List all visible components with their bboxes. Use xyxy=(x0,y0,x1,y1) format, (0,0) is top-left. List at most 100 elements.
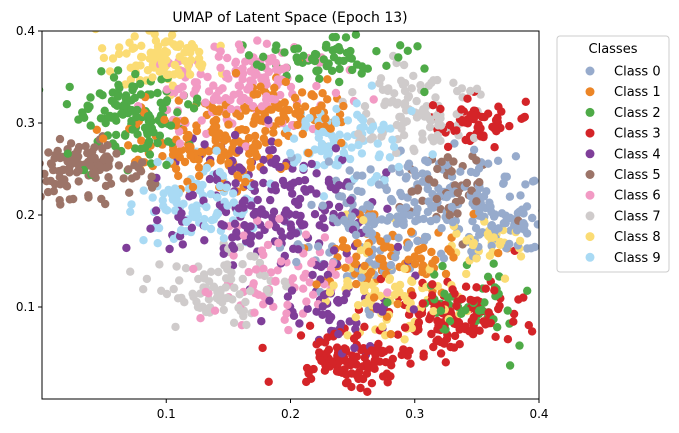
data-point xyxy=(209,282,219,291)
data-point xyxy=(295,194,305,204)
data-point xyxy=(418,129,427,138)
data-point xyxy=(436,121,446,130)
data-point xyxy=(142,123,152,132)
data-point xyxy=(431,93,440,102)
data-point xyxy=(405,211,414,220)
data-point xyxy=(487,241,496,251)
data-point xyxy=(114,161,124,170)
data-point xyxy=(280,98,289,107)
data-point xyxy=(471,224,481,233)
data-point xyxy=(379,120,388,129)
data-point xyxy=(453,209,462,218)
legend-marker xyxy=(585,190,595,200)
data-point xyxy=(519,209,528,218)
data-point xyxy=(468,217,477,226)
data-point xyxy=(374,152,383,162)
data-point xyxy=(490,124,499,134)
data-point xyxy=(270,181,280,190)
data-point xyxy=(463,94,472,103)
data-point xyxy=(296,211,305,221)
data-point xyxy=(360,322,369,331)
data-point xyxy=(399,60,409,70)
data-point xyxy=(244,267,253,277)
data-point xyxy=(299,163,308,173)
data-point xyxy=(378,322,387,331)
data-point xyxy=(193,302,203,312)
data-point xyxy=(290,93,300,103)
data-point xyxy=(193,94,202,103)
data-point xyxy=(257,102,267,111)
data-point xyxy=(136,167,146,176)
data-point xyxy=(474,306,484,315)
data-point xyxy=(419,349,428,358)
data-point xyxy=(261,126,270,136)
data-point xyxy=(124,165,133,174)
data-point xyxy=(318,127,327,137)
data-point xyxy=(434,321,443,330)
data-point xyxy=(362,225,371,234)
data-point xyxy=(307,259,316,268)
data-point xyxy=(289,244,298,253)
data-point xyxy=(246,67,255,76)
data-point xyxy=(232,228,241,237)
scatter-points xyxy=(42,31,539,396)
data-point xyxy=(372,172,381,181)
data-point xyxy=(301,269,310,279)
data-point xyxy=(254,290,263,299)
data-point xyxy=(490,286,499,295)
data-point xyxy=(452,126,461,135)
data-point xyxy=(125,188,134,197)
data-point xyxy=(334,181,344,190)
data-point xyxy=(280,277,289,286)
data-point xyxy=(368,122,378,131)
data-point xyxy=(59,165,68,174)
data-point xyxy=(332,104,341,114)
data-point xyxy=(251,265,261,274)
data-point xyxy=(312,189,321,198)
data-point xyxy=(112,149,121,158)
data-point xyxy=(445,120,455,130)
data-point xyxy=(403,162,412,171)
data-point xyxy=(97,44,107,53)
data-point xyxy=(415,109,424,118)
data-point xyxy=(204,147,214,156)
data-point xyxy=(196,147,206,157)
data-point xyxy=(472,197,481,206)
data-point xyxy=(246,239,255,248)
data-point xyxy=(171,42,181,51)
data-point xyxy=(245,82,254,91)
data-point xyxy=(247,201,256,210)
data-point xyxy=(379,243,389,252)
data-point xyxy=(350,343,359,353)
data-point xyxy=(259,209,268,218)
data-point xyxy=(383,298,392,307)
data-point xyxy=(216,285,226,295)
data-point xyxy=(228,295,237,304)
data-point xyxy=(215,167,224,177)
data-point xyxy=(259,250,268,260)
data-point xyxy=(81,142,90,151)
data-point xyxy=(171,206,180,215)
data-point xyxy=(210,306,220,315)
data-point xyxy=(42,177,51,186)
data-point xyxy=(432,194,441,204)
data-point xyxy=(489,233,498,242)
data-point xyxy=(260,271,269,281)
data-point xyxy=(494,248,503,258)
data-point xyxy=(395,280,405,290)
data-point xyxy=(53,146,62,156)
data-point xyxy=(246,233,256,242)
data-point xyxy=(446,247,455,256)
data-point xyxy=(86,121,95,130)
data-point xyxy=(406,359,415,368)
x-tick-label: 0.1 xyxy=(157,407,176,421)
data-point xyxy=(122,49,131,58)
data-point xyxy=(407,84,416,93)
data-point xyxy=(339,101,348,111)
data-point xyxy=(342,48,352,58)
data-point xyxy=(367,81,377,90)
data-point xyxy=(425,115,435,124)
data-point xyxy=(414,246,423,255)
data-point xyxy=(387,361,396,370)
data-point xyxy=(113,92,123,101)
